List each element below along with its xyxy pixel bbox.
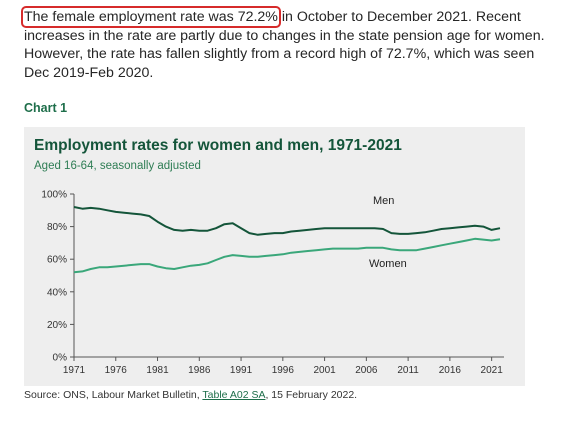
intro-text: in October to December 2021. Recent incr… — [24, 9, 545, 81]
y-tick-label: 0% — [53, 353, 68, 364]
line-chart: 0% 20% 40% 60% 80% 100% 1971 1976 1981 1986 1991 19… — [41, 190, 504, 376]
chart-label: Chart 1 — [24, 101, 68, 115]
y-tick-label: 40% — [47, 287, 67, 298]
x-tick-label: 1976 — [105, 365, 128, 376]
source-prefix: Source: ONS, Labour Market Bulletin, — [24, 389, 203, 401]
y-tick-label: 60% — [47, 255, 67, 266]
x-tick-label: 1981 — [146, 365, 169, 376]
intro-paragraph: The female employment rate was 72.2% in … — [21, 6, 559, 82]
y-tick-label: 100% — [41, 190, 67, 201]
source-link[interactable]: Table A02 SA — [202, 389, 266, 401]
chart-subtitle: Aged 16-64, seasonally adjusted — [34, 160, 201, 172]
source-note: Source: ONS, Labour Market Bulletin, Tab… — [24, 389, 357, 401]
series-label-women: Women — [369, 258, 407, 270]
highlighted-statement: The female employment rate was 72.2% — [21, 6, 281, 28]
source-suffix: , 15 February 2022. — [265, 389, 358, 401]
x-tick-label: 2006 — [355, 365, 378, 376]
x-tick-label: 1986 — [188, 365, 211, 376]
x-tick-label: 1991 — [230, 365, 253, 376]
series-label-men: Men — [373, 195, 394, 207]
y-tick-label: 80% — [47, 222, 67, 233]
y-tick-label: 20% — [47, 320, 67, 331]
series-line-men — [73, 206, 501, 236]
x-tick-label: 1971 — [63, 365, 86, 376]
chart-title: Employment rates for women and men, 1971… — [34, 137, 402, 154]
x-tick-label: 2011 — [397, 365, 419, 376]
x-tick-label: 2021 — [481, 365, 504, 376]
x-tick-label: 2016 — [439, 365, 462, 376]
chart-panel: Employment rates for women and men, 1971… — [24, 127, 525, 386]
series-line-women — [73, 237, 501, 274]
x-tick-label: 1996 — [272, 365, 295, 376]
x-tick-label: 2001 — [313, 365, 336, 376]
